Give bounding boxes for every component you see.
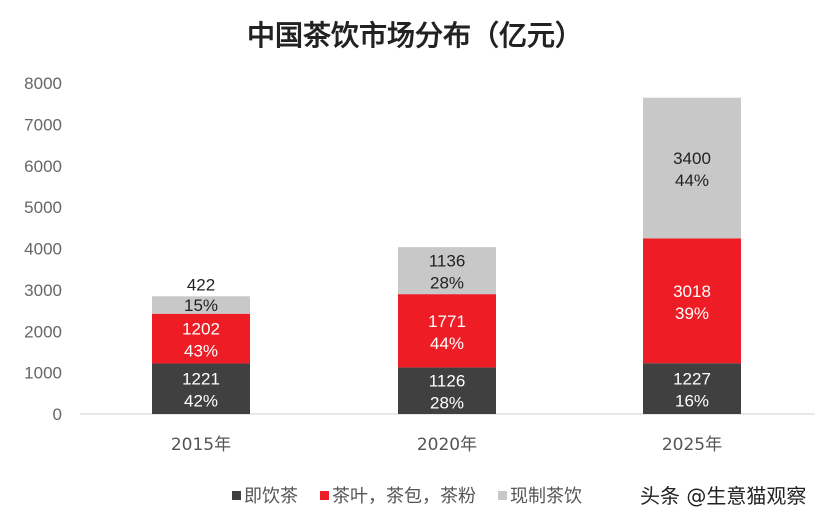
legend-item: 现制茶饮 [498, 482, 582, 508]
y-tick-label: 8000 [24, 74, 62, 93]
bar-segment [398, 247, 496, 295]
x-tick-label: 2020年 [417, 435, 477, 455]
percent-label: 43% [184, 342, 218, 361]
legend-label: 茶叶，茶包，茶粉 [332, 486, 476, 507]
percent-label: 28% [430, 274, 464, 293]
y-tick-label: 0 [53, 405, 62, 424]
legend-swatch [320, 490, 329, 500]
data-label: 1126 [429, 372, 466, 391]
bar-segment [643, 97, 741, 239]
legend-label: 现制茶饮 [510, 486, 582, 507]
legend-swatch [498, 490, 507, 500]
data-label: 1227 [673, 370, 711, 389]
y-tick-label: 3000 [24, 281, 62, 300]
y-tick-label: 5000 [24, 198, 62, 217]
legend-item: 即饮茶 [232, 482, 298, 508]
data-label: 1221 [182, 370, 220, 389]
percent-label: 39% [675, 304, 709, 323]
bar-segment [398, 367, 496, 414]
y-tick-label: 1000 [24, 364, 62, 383]
percent-label: 44% [430, 334, 464, 353]
x-tick-label: 2015年 [171, 435, 231, 455]
bar-segment [152, 313, 250, 364]
legend-label: 即饮茶 [244, 486, 298, 507]
x-tick-label: 2025年 [662, 435, 722, 455]
y-tick-label: 4000 [24, 240, 62, 259]
legend: 即饮茶 茶叶，茶包，茶粉 现制茶饮 [232, 482, 582, 508]
percent-label: 42% [184, 392, 218, 411]
data-label: 1136 [429, 252, 466, 271]
legend-item: 茶叶，茶包，茶粉 [320, 482, 476, 508]
percent-label: 16% [675, 392, 709, 411]
data-label: 3400 [673, 149, 711, 168]
bar-segment [152, 363, 250, 414]
bar-segment [643, 238, 741, 364]
data-label: 422 [187, 275, 215, 294]
bar-segment [398, 294, 496, 368]
y-tick-label: 7000 [24, 115, 62, 134]
bar-segment [643, 363, 741, 414]
watermark: 头条 @生意猫观察 [640, 484, 807, 508]
percent-label: 28% [430, 394, 464, 413]
y-tick-label: 2000 [24, 322, 62, 341]
data-label: 3018 [673, 282, 711, 301]
legend-swatch [232, 490, 241, 500]
y-tick-label: 6000 [24, 157, 62, 176]
percent-label: 15% [184, 296, 218, 315]
percent-label: 44% [675, 171, 709, 190]
data-label: 1771 [428, 312, 466, 331]
data-label: 1202 [182, 320, 220, 339]
bar-segment [152, 296, 250, 314]
chart-title: 中国茶饮市场分布（亿元） [246, 19, 583, 52]
